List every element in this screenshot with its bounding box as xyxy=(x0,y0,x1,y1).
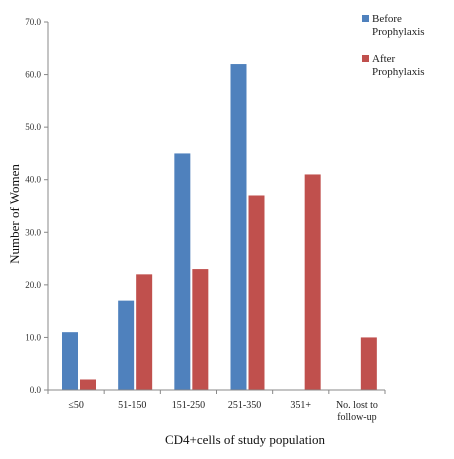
x-axis-title: CD4+cells of study population xyxy=(165,432,326,447)
y-axis-ticks: 0.0 10.0 20.0 30.0 40.0 50.0 60.0 70.0 xyxy=(25,17,48,395)
y-tick-label: 0.0 xyxy=(30,385,42,395)
bar-after-3 xyxy=(248,195,265,390)
y-tick-label: 70.0 xyxy=(25,17,41,27)
legend-label-after: After Prophylaxis xyxy=(372,53,425,78)
bar-after-4 xyxy=(304,174,321,390)
bar-after-1 xyxy=(136,274,153,390)
bar-before-2 xyxy=(174,153,191,390)
bar-before-1 xyxy=(118,300,135,390)
x-category-label: 351+ xyxy=(290,400,311,411)
y-tick-label: 30.0 xyxy=(25,227,41,237)
legend-swatch-after xyxy=(362,55,369,62)
y-tick-label: 40.0 xyxy=(25,175,41,185)
x-category-label: ≤50 xyxy=(68,400,84,411)
legend-label-before: Before Prophylaxis xyxy=(372,13,425,38)
y-tick-label: 60.0 xyxy=(25,70,41,80)
bar-after-5 xyxy=(360,337,377,390)
x-category-label: 51-150 xyxy=(118,400,146,411)
x-axis-labels: ≤50 51-150 151-250 251-350 351+ No. lost to fo… xyxy=(47,390,386,423)
legend-swatch-before xyxy=(362,15,369,22)
bar-after-0 xyxy=(80,379,96,390)
x-category-label: 151-250 xyxy=(172,400,205,411)
y-tick-label: 10.0 xyxy=(25,332,41,342)
bars xyxy=(62,64,377,391)
bar-before-0 xyxy=(62,332,78,390)
y-axis-title: Number of Women xyxy=(7,164,22,264)
x-category-label: No. lost to follow-up xyxy=(336,400,378,423)
x-category-label: 251-350 xyxy=(228,400,261,411)
bar-before-3 xyxy=(230,64,247,391)
bar-after-2 xyxy=(192,269,209,390)
legend: Before Prophylaxis After Prophylaxis xyxy=(362,13,425,78)
y-tick-label: 20.0 xyxy=(25,280,41,290)
y-tick-label: 50.0 xyxy=(25,122,41,132)
